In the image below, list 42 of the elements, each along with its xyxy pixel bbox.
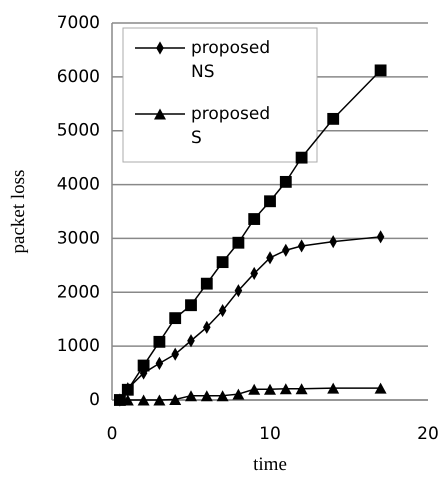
point	[122, 384, 134, 396]
point	[200, 278, 213, 290]
point	[185, 390, 197, 402]
point	[169, 312, 182, 324]
y-tick-label: 0	[89, 390, 100, 410]
x-tick-label: 20	[417, 424, 439, 444]
y-tick-label: 6000	[56, 66, 100, 87]
point	[138, 360, 150, 372]
point	[216, 256, 229, 268]
y-tick-label: 1000	[56, 336, 100, 356]
x-axis-title: time	[253, 454, 287, 475]
point	[296, 383, 308, 394]
point	[169, 394, 182, 405]
legend-label: proposed S	[191, 104, 270, 148]
point	[185, 299, 197, 312]
point	[327, 382, 340, 394]
point	[374, 382, 387, 394]
point	[296, 152, 308, 164]
point	[153, 336, 166, 348]
point	[153, 394, 166, 406]
point	[280, 176, 292, 188]
point	[200, 390, 213, 402]
point	[232, 388, 244, 400]
y-tick-label: 4000	[56, 174, 100, 195]
y-axis-title: packet loss	[8, 170, 29, 254]
legend-label: proposed NS	[191, 38, 270, 82]
point	[264, 384, 276, 395]
point	[216, 390, 229, 402]
point	[327, 112, 340, 125]
point	[280, 383, 292, 394]
x-tick-label: 0	[106, 424, 118, 444]
point	[374, 64, 387, 76]
y-tick-label: 2000	[56, 282, 100, 302]
y-tick-label: 7000	[56, 13, 100, 33]
point	[248, 213, 260, 225]
point	[232, 236, 244, 249]
point	[264, 195, 276, 208]
y-tick-label: 5000	[56, 120, 100, 141]
y-tick-label: 3000	[56, 228, 100, 248]
x-tick-label: 10	[259, 424, 281, 444]
point	[248, 384, 260, 395]
point	[138, 394, 150, 406]
